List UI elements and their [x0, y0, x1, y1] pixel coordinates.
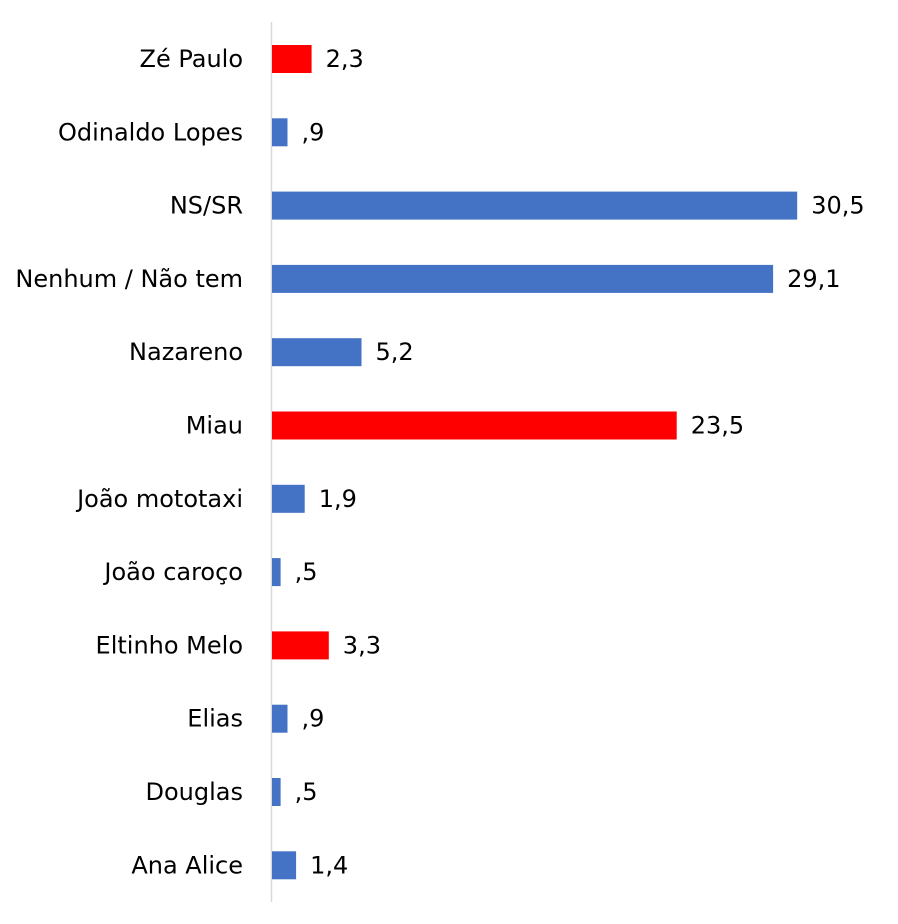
bar: [272, 851, 297, 880]
data-label: ,9: [302, 705, 325, 733]
data-label: 1,9: [319, 485, 357, 513]
bars-group: [272, 45, 798, 880]
bar: [272, 631, 329, 660]
bar: [272, 704, 288, 733]
bar: [272, 191, 798, 220]
bar: [272, 45, 312, 73]
data-label: 5,2: [376, 338, 414, 366]
category-label: Douglas: [146, 778, 244, 806]
data-label: 29,1: [787, 265, 840, 293]
bar: [272, 118, 288, 147]
category-label: NS/SR: [170, 192, 243, 220]
category-label: João caroço: [102, 558, 243, 586]
data-label: 2,3: [326, 45, 364, 73]
data-label: ,5: [295, 778, 318, 806]
category-label: Odinaldo Lopes: [58, 118, 243, 146]
category-label: Nazareno: [129, 338, 243, 366]
category-label: João mototaxi: [75, 485, 243, 513]
data-label: 30,5: [811, 192, 864, 220]
data-label: 23,5: [691, 412, 744, 440]
data-label: ,5: [295, 558, 318, 586]
category-labels: Zé Paulo Odinaldo Lopes NS/SR Nenhum / Não …: [15, 45, 243, 879]
data-label: 3,3: [343, 631, 381, 659]
data-label: 1,4: [310, 851, 348, 879]
category-label: Nenhum / Não tem: [15, 265, 243, 293]
value-labels: 2,3 ,9 30,5 29,1 5,2 23,5 1,9 ,5 3,3 ,9 ,5 1,4: [295, 45, 865, 879]
bar: [272, 411, 677, 440]
category-label: Zé Paulo: [140, 45, 244, 73]
bar: [272, 484, 305, 513]
bar: [272, 338, 362, 367]
category-label: Miau: [186, 412, 243, 440]
bar: [272, 778, 281, 806]
category-label: Eltinho Melo: [96, 631, 243, 659]
category-label: Ana Alice: [131, 851, 243, 879]
category-label: Elias: [187, 705, 243, 733]
bar: [272, 558, 281, 587]
bar: [272, 264, 774, 293]
data-label: ,9: [302, 118, 325, 146]
